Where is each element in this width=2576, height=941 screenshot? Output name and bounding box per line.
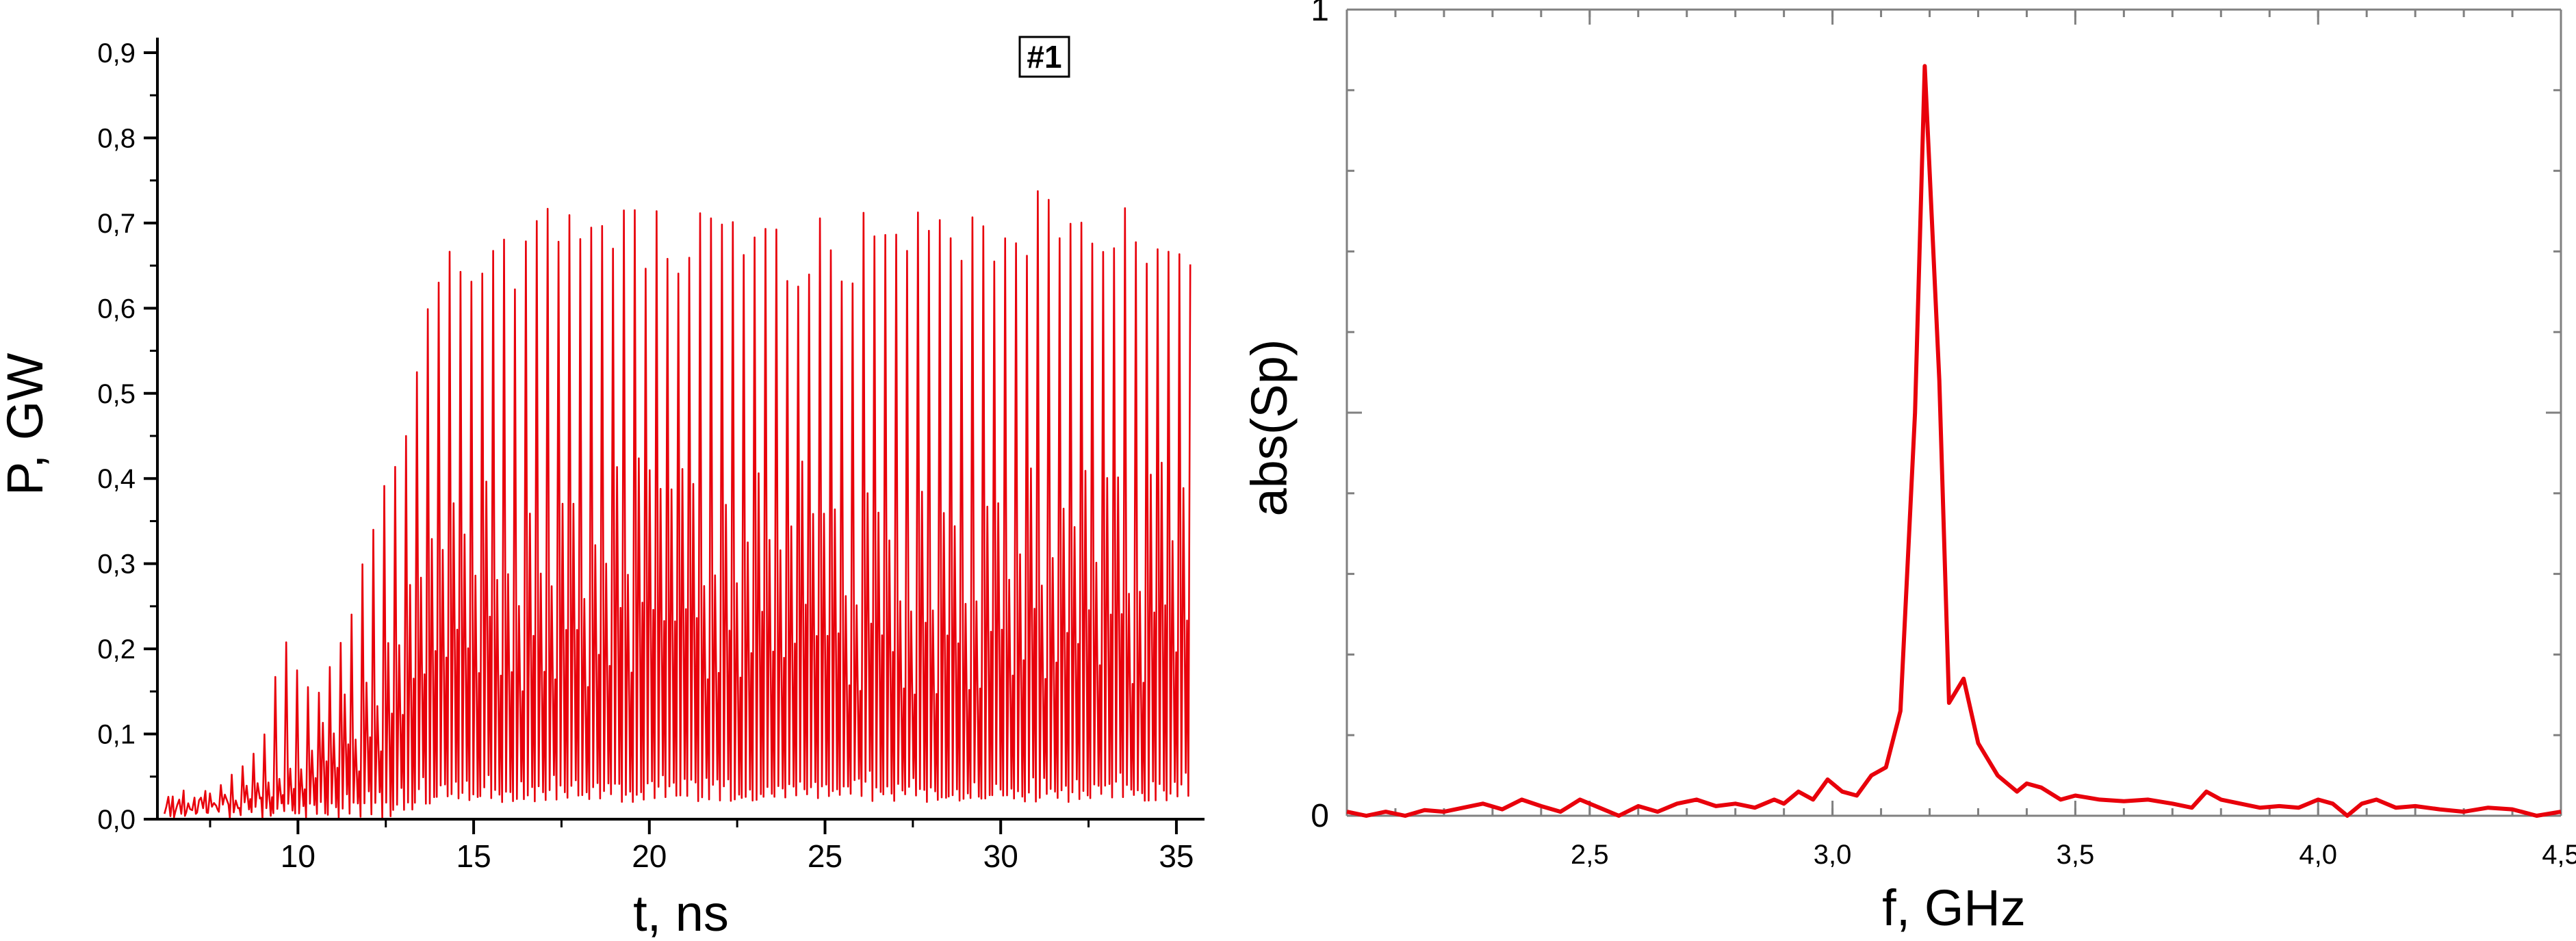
time-x-tick-label: 10 <box>281 838 315 874</box>
frequency-x-tick-label: 3,5 <box>2057 840 2095 870</box>
frequency-x-tick-label: 4,5 <box>2542 840 2576 870</box>
time-x-tick-label: 30 <box>983 838 1018 874</box>
power-y-tick-label: 0,1 <box>97 720 136 750</box>
power-y-tick-label: 0,9 <box>97 38 136 68</box>
power-y-tick-label: 0,8 <box>97 123 136 153</box>
frequency-x-tick-label: 3,0 <box>1814 840 1852 870</box>
frequency-x-ticks: 2,5 3,0 3,5 4,0 4,5 <box>1394 801 2576 870</box>
spectrum-y-tick-label: 1 <box>1311 0 1329 28</box>
run-badge-label: #1 <box>1027 39 1061 75</box>
time-x-tick-label: 20 <box>632 838 667 874</box>
spectrum-series-line <box>1346 64 2562 818</box>
spectrum-y-axis-title: abs(Sp) <box>1241 339 1298 516</box>
power-y-tick-label: 0,6 <box>97 294 136 324</box>
power-y-tick-label: 0,4 <box>97 464 136 494</box>
spectrum-y-tick-label: 0 <box>1311 798 1329 834</box>
power-series-line <box>164 190 1192 820</box>
frequency-x-tick-label: 2,5 <box>1571 840 1609 870</box>
frequency-x-axis-title: f, GHz <box>1882 879 2026 936</box>
run-badge: #1 <box>1018 36 1070 78</box>
time-x-tick-label: 15 <box>456 838 491 874</box>
spectrum-y-ticks: 01 <box>1311 0 1362 834</box>
power-time-chart: 10 15 20 25 30 35 0,0 0,1 0,2 0,3 0,4 0,5 0,6 0,7 0,8… <box>0 36 1205 941</box>
power-y-tick-label: 0,7 <box>97 209 136 239</box>
power-y-tick-label: 0,0 <box>97 805 136 835</box>
power-y-tick-label: 0,3 <box>97 550 136 580</box>
time-x-axis-title: t, ns <box>633 885 729 941</box>
power-y-tick-label: 0,5 <box>97 379 136 409</box>
spectrum-chart: 2,5 3,0 3,5 4,0 4,5 01 f, GHz abs(Sp) <box>1241 0 2576 936</box>
time-x-ticks: 10 15 20 25 30 35 <box>209 819 1194 874</box>
time-x-tick-label: 35 <box>1159 838 1194 874</box>
frequency-x-tick-label: 4,0 <box>2299 840 2337 870</box>
power-y-ticks: 0,0 0,1 0,2 0,3 0,4 0,5 0,6 0,7 0,8 0,9 <box>97 38 157 835</box>
spectrum-frame-ticks <box>1394 10 2562 736</box>
time-x-tick-label: 25 <box>808 838 842 874</box>
run-badge-box <box>1018 36 1070 78</box>
power-y-tick-label: 0,2 <box>97 634 136 665</box>
power-y-axis-title: P, GW <box>0 353 53 495</box>
